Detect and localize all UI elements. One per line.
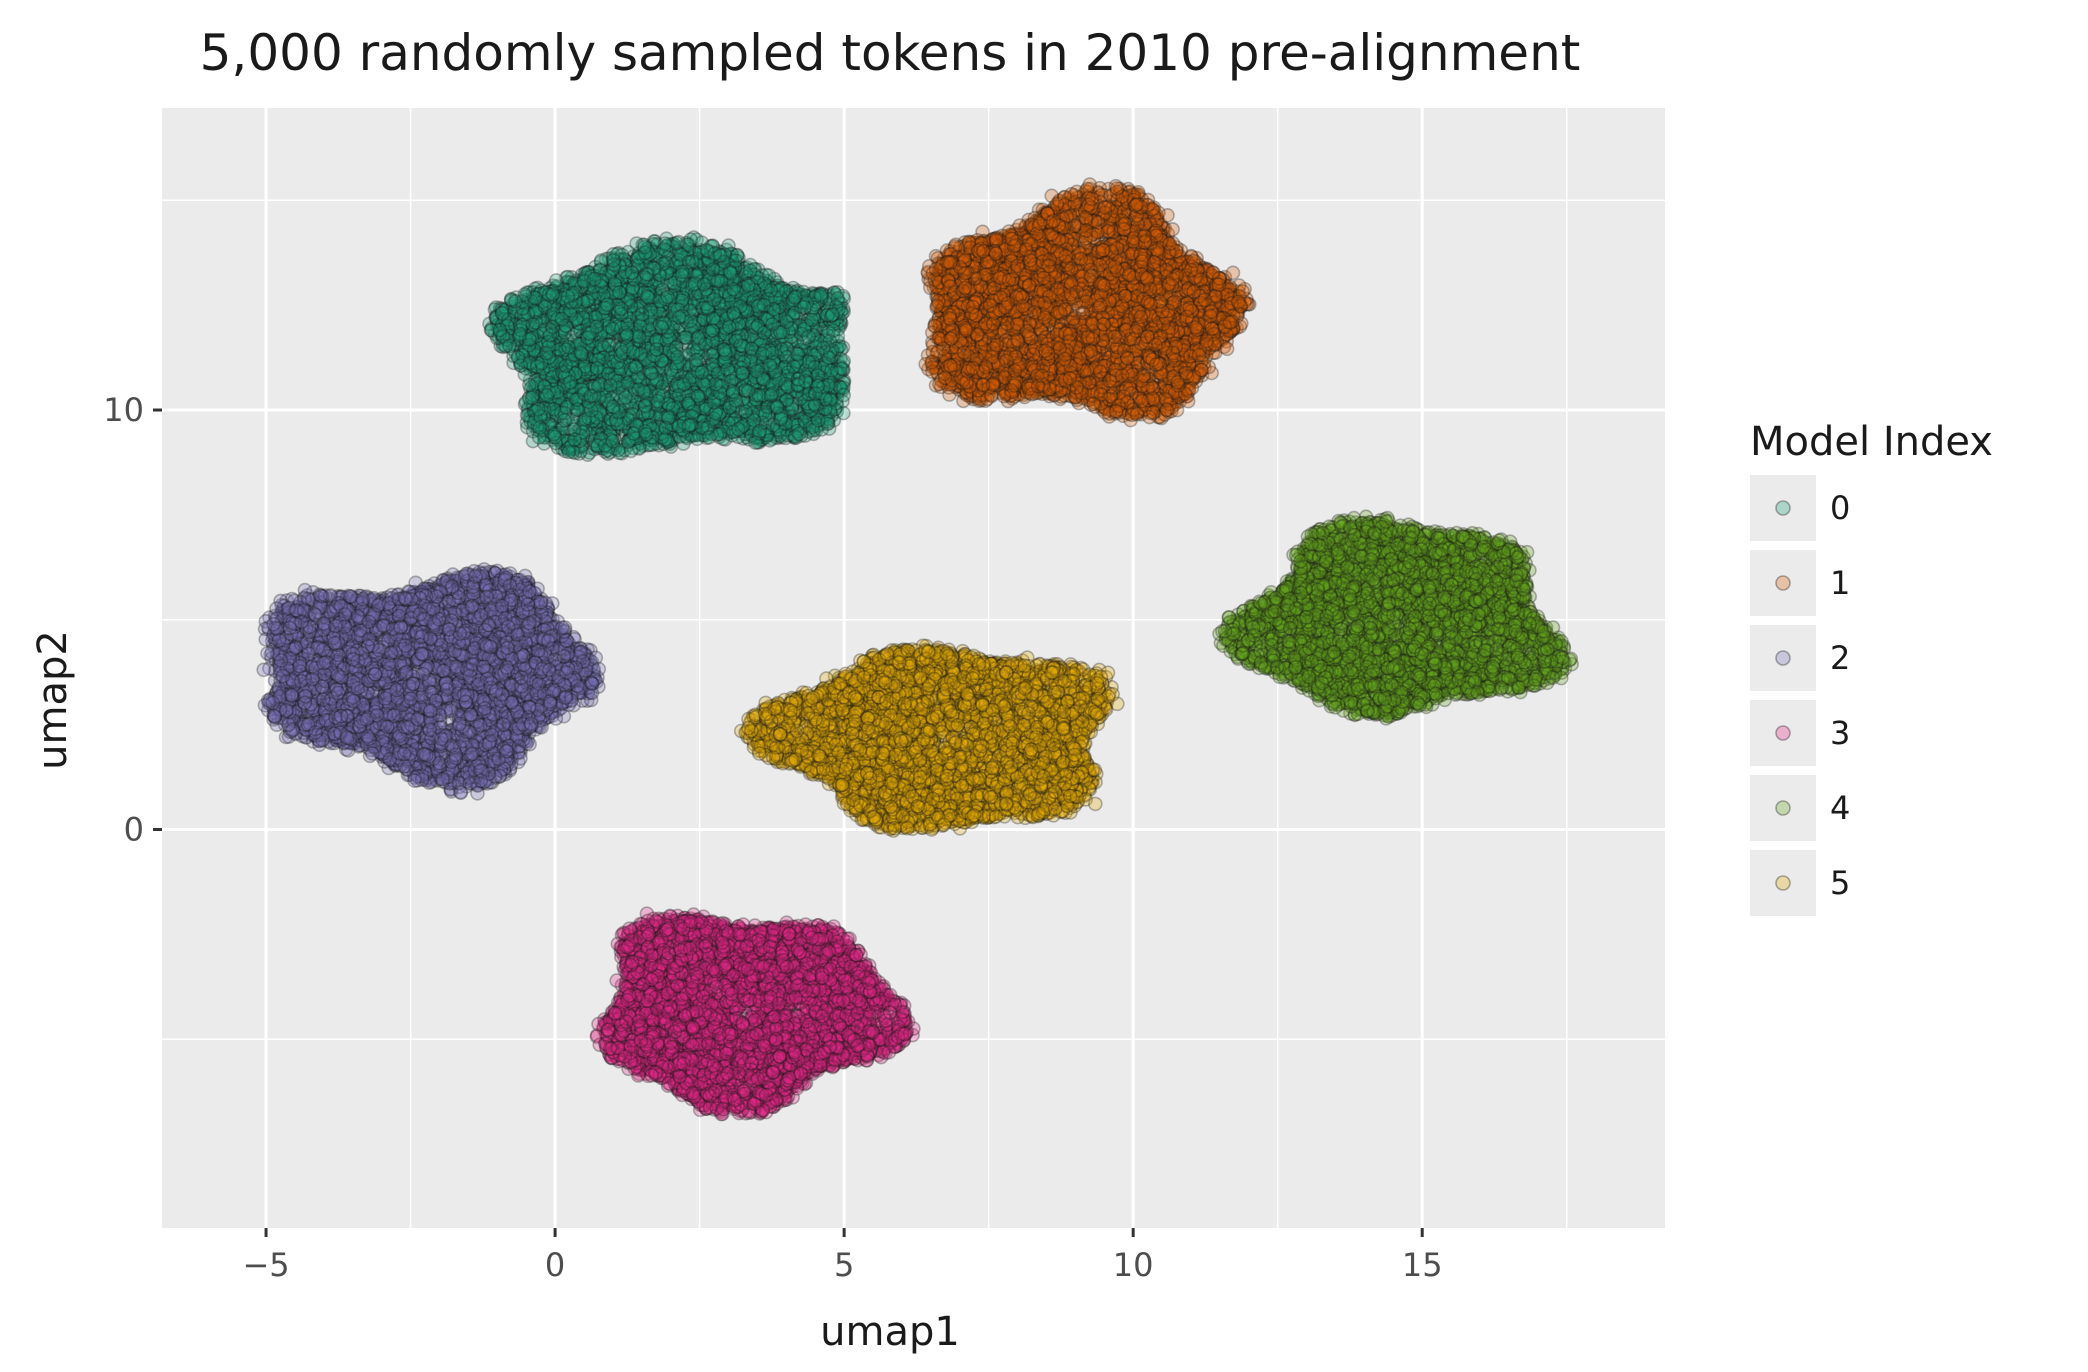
data-point bbox=[640, 268, 653, 281]
data-point bbox=[690, 354, 703, 367]
data-point bbox=[615, 302, 628, 315]
data-point bbox=[680, 331, 693, 344]
data-point bbox=[606, 322, 619, 335]
data-point bbox=[625, 266, 638, 279]
data-point bbox=[532, 403, 545, 416]
data-point bbox=[633, 330, 646, 343]
data-point bbox=[496, 307, 509, 320]
data-point bbox=[626, 282, 639, 295]
data-point bbox=[825, 364, 838, 377]
data-point bbox=[787, 360, 800, 373]
data-point bbox=[831, 292, 844, 305]
data-point bbox=[636, 308, 649, 321]
data-point bbox=[658, 237, 671, 250]
data-point bbox=[757, 373, 770, 386]
data-point bbox=[732, 423, 745, 436]
data-point bbox=[591, 362, 604, 375]
chart-title: 5,000 randomly sampled tokens in 2010 pr… bbox=[200, 24, 1581, 82]
data-point bbox=[809, 387, 822, 400]
data-point bbox=[812, 414, 825, 427]
data-point bbox=[493, 324, 506, 337]
data-point bbox=[590, 320, 603, 333]
data-point bbox=[638, 241, 651, 254]
data-point bbox=[788, 291, 801, 304]
data-point bbox=[764, 284, 777, 297]
data-point bbox=[744, 264, 757, 277]
data-point bbox=[673, 311, 686, 324]
data-point bbox=[739, 405, 752, 418]
data-point bbox=[764, 389, 777, 402]
data-point bbox=[837, 389, 850, 402]
data-point bbox=[546, 288, 559, 301]
data-point bbox=[675, 269, 688, 282]
data-point bbox=[639, 425, 652, 438]
data-point bbox=[671, 350, 684, 363]
data-point bbox=[709, 378, 722, 391]
data-point bbox=[613, 286, 626, 299]
data-point bbox=[659, 421, 672, 434]
data-point bbox=[793, 427, 806, 440]
data-point bbox=[757, 299, 770, 312]
data-point bbox=[549, 431, 562, 444]
data-point bbox=[682, 256, 695, 269]
data-point bbox=[550, 274, 563, 287]
data-point bbox=[661, 290, 674, 303]
data-point bbox=[555, 313, 568, 326]
data-point bbox=[503, 339, 516, 352]
data-point bbox=[638, 385, 651, 398]
data-point bbox=[568, 433, 581, 446]
data-point bbox=[559, 359, 572, 372]
data-point bbox=[607, 254, 620, 267]
data-point bbox=[651, 395, 664, 408]
data-point bbox=[547, 403, 560, 416]
data-point bbox=[698, 278, 711, 291]
data-point bbox=[817, 342, 830, 355]
data-point bbox=[650, 343, 663, 356]
data-point bbox=[714, 249, 727, 262]
data-point bbox=[645, 367, 658, 380]
data-point bbox=[627, 346, 640, 359]
data-point bbox=[627, 427, 640, 440]
data-point bbox=[561, 290, 574, 303]
data-point bbox=[665, 363, 678, 376]
data-point bbox=[602, 339, 615, 352]
data-point bbox=[682, 397, 695, 410]
data-point bbox=[718, 343, 731, 356]
data-point bbox=[639, 400, 652, 413]
data-point bbox=[523, 378, 536, 391]
data-point bbox=[523, 333, 536, 346]
data-point bbox=[805, 313, 818, 326]
data-point bbox=[562, 445, 575, 458]
data-point bbox=[571, 403, 584, 416]
data-point bbox=[723, 320, 736, 333]
data-point bbox=[727, 307, 740, 320]
data-point bbox=[742, 279, 755, 292]
data-point bbox=[826, 308, 839, 321]
data-point bbox=[766, 347, 779, 360]
data-point bbox=[814, 289, 827, 302]
data-point bbox=[763, 359, 776, 372]
data-point bbox=[706, 324, 719, 337]
data-point bbox=[606, 435, 619, 448]
data-point bbox=[736, 366, 749, 379]
data-point bbox=[562, 341, 575, 354]
data-point bbox=[509, 295, 522, 308]
data-point bbox=[526, 318, 539, 331]
data-point bbox=[695, 366, 708, 379]
data-point bbox=[604, 379, 617, 392]
data-point bbox=[707, 263, 720, 276]
data-point bbox=[742, 384, 755, 397]
data-point bbox=[753, 425, 766, 438]
data-point bbox=[703, 431, 716, 444]
data-point bbox=[575, 346, 588, 359]
data-point bbox=[802, 330, 815, 343]
